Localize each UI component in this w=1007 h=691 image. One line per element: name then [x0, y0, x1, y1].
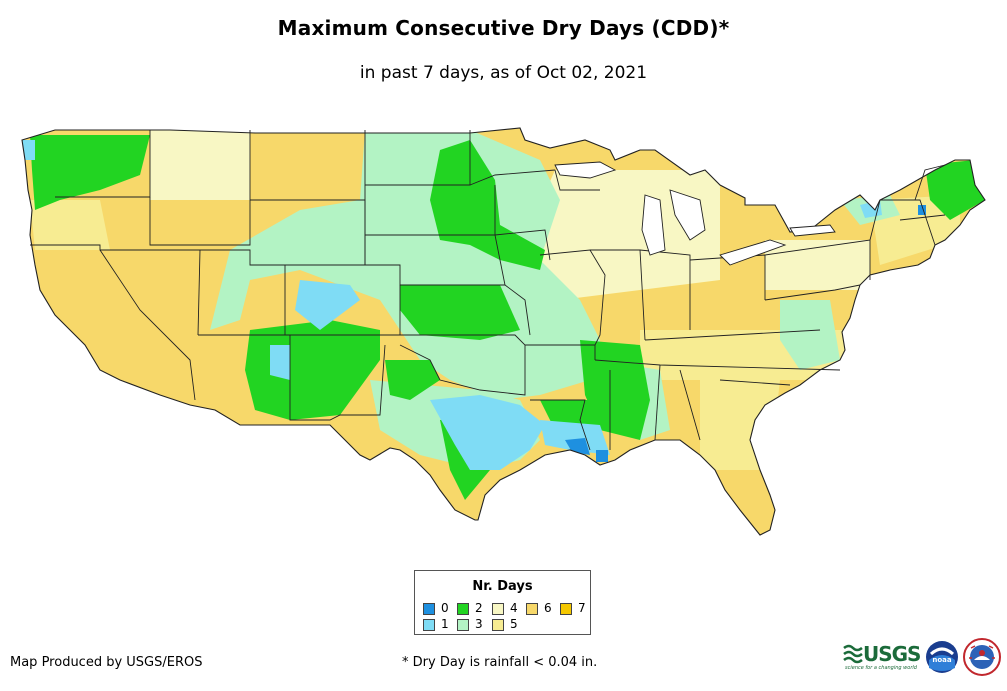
- legend-item-0: 0: [423, 602, 449, 615]
- legend-swatch-3: [457, 618, 469, 631]
- legend-swatch-0: [423, 602, 435, 615]
- legend-item-1: 1: [423, 618, 449, 631]
- usgs-logo-text: USGS: [863, 642, 921, 666]
- state-boundaries: [30, 130, 946, 451]
- legend: Nr. Days 0 1 2 3 4 5 6 7: [414, 570, 591, 635]
- nws-logo-icon: [963, 638, 1001, 676]
- legend-item-3: 3: [457, 618, 483, 631]
- legend-swatch-1: [423, 618, 435, 631]
- legend-item-2: 2: [457, 602, 483, 615]
- usgs-wave-icon: [843, 644, 863, 664]
- us-dry-days-map: [21, 127, 986, 536]
- legend-swatch-7: [560, 602, 572, 615]
- legend-swatch-5: [492, 618, 504, 631]
- legend-title: Nr. Days: [472, 579, 533, 594]
- usgs-logo: USGS science for a changing world: [843, 641, 921, 671]
- legend-item-4: 4: [492, 602, 518, 615]
- footnote-text: * Dry Day is rainfall < 0.04 in.: [402, 655, 598, 670]
- map-title: Maximum Consecutive Dry Days (CDD)*: [277, 16, 730, 40]
- great-lakes: [554, 161, 836, 266]
- map-subtitle: in past 7 days, as of Oct 02, 2021: [359, 63, 648, 83]
- legend-swatch-4: [492, 602, 504, 615]
- credit-text: Map Produced by USGS/EROS: [10, 655, 203, 670]
- noaa-logo-icon: noaa: [926, 641, 958, 673]
- legend-swatch-2: [457, 602, 469, 615]
- legend-item-7: 7: [560, 602, 586, 615]
- legend-item-6: 6: [526, 602, 552, 615]
- legend-swatch-6: [526, 602, 538, 615]
- usgs-tagline: science for a changing world: [845, 665, 917, 671]
- legend-item-5: 5: [492, 618, 518, 631]
- svg-text:noaa: noaa: [932, 656, 952, 664]
